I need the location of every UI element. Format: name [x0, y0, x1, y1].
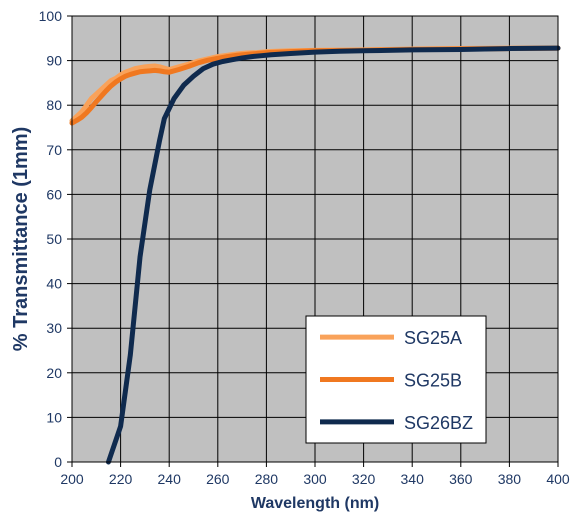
axis-layer: 200 220 240 260 280 300 320 340 360 380 400 0 10 20 30… [39, 8, 570, 487]
y-tick-label: 60 [46, 186, 62, 202]
y-tick-label: 70 [46, 142, 62, 158]
x-tick-label: 360 [449, 471, 473, 487]
x-tick-label: 220 [109, 471, 133, 487]
y-tick-label: 90 [46, 53, 62, 69]
y-tick-label: 100 [39, 8, 63, 24]
x-tick-label: 320 [352, 471, 376, 487]
y-tick-label: 50 [46, 231, 62, 247]
legend: SG25A SG25B SG26BZ [305, 315, 487, 444]
legend-label-sg26bz: SG26BZ [404, 413, 473, 433]
y-tick-label: 40 [46, 276, 62, 292]
series-line-sg26bz [105, 45, 561, 465]
x-tick-label: 240 [158, 471, 182, 487]
series-layer [69, 45, 561, 465]
y-tick-label: 0 [54, 454, 62, 470]
y-tick-label: 80 [46, 97, 62, 113]
y-tick-label: 20 [46, 365, 62, 381]
legend-label-sg25a: SG25A [404, 328, 462, 348]
y-tick-label: 10 [46, 409, 62, 425]
x-tick-label: 280 [255, 471, 279, 487]
y-tick-label: 30 [46, 320, 62, 336]
x-tick-label: 300 [303, 471, 327, 487]
x-tick-label: 200 [60, 471, 84, 487]
x-tick-label: 400 [546, 471, 570, 487]
y-axis-label: % Transmittance (1mm) [10, 127, 32, 352]
legend-label-sg25b: SG25B [404, 371, 462, 391]
x-tick-label: 380 [498, 471, 522, 487]
x-axis-label: Wavelength (nm) [251, 495, 379, 512]
x-tick-label: 260 [206, 471, 230, 487]
x-tick-label: 340 [401, 471, 425, 487]
